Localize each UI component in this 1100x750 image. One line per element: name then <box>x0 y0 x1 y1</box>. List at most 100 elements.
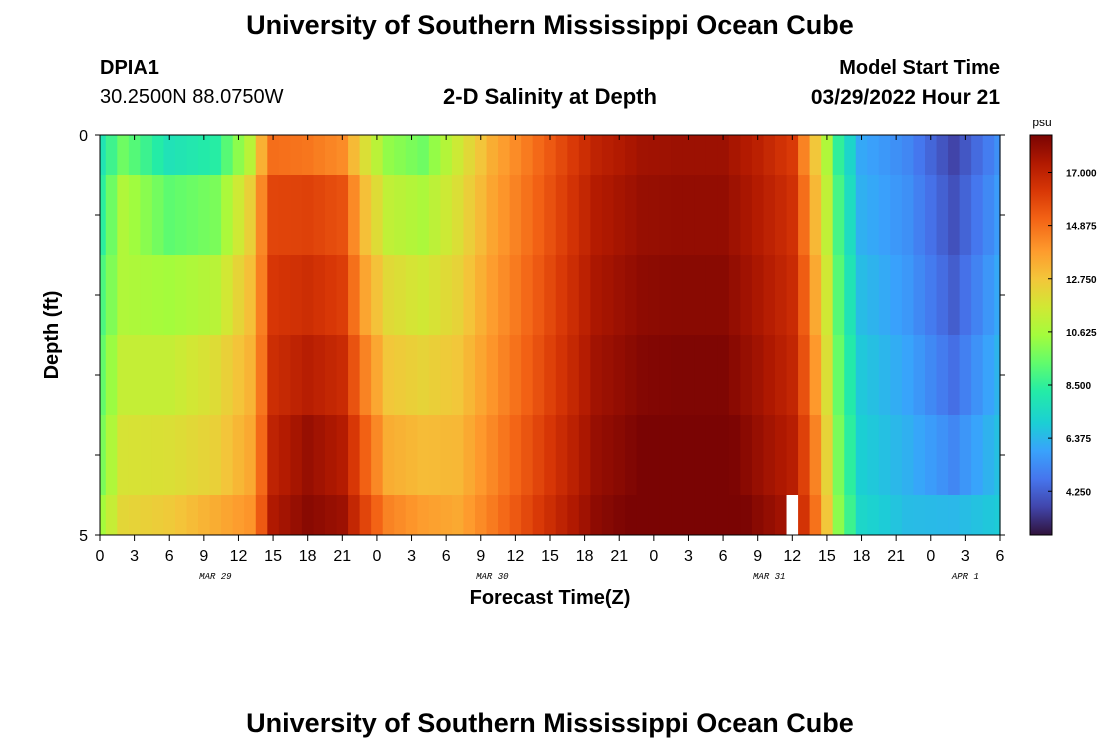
heatmap-cell <box>705 255 718 336</box>
heatmap-cell <box>578 335 591 416</box>
heatmap-cell <box>982 255 995 336</box>
heatmap-cell <box>855 175 868 256</box>
heatmap-cell <box>394 495 407 536</box>
heatmap-cell <box>578 175 591 256</box>
heatmap-cell <box>613 335 626 416</box>
heatmap-cell <box>244 415 257 496</box>
heatmap-cell <box>521 415 534 496</box>
heatmap-cell <box>601 255 615 336</box>
heatmap-cell <box>451 175 465 256</box>
heatmap-cell <box>567 495 580 536</box>
heatmap-cell <box>982 135 995 176</box>
heatmap-cell <box>936 335 949 416</box>
heatmap-cell <box>140 135 153 176</box>
heatmap-cell <box>867 335 880 416</box>
heatmap-cell <box>198 255 211 336</box>
heatmap-cell <box>705 335 718 416</box>
heatmap-cell <box>682 495 695 536</box>
heatmap-cell <box>428 335 441 416</box>
x-tick-label: 3 <box>684 548 693 565</box>
heatmap-cell <box>751 415 765 496</box>
heatmap-cell <box>232 335 245 416</box>
heatmap-cell <box>498 415 511 496</box>
heatmap-cell <box>428 255 441 336</box>
heatmap-cell <box>267 495 280 536</box>
heatmap-cell <box>405 495 418 536</box>
heatmap-cell <box>786 495 799 536</box>
heatmap-cell <box>371 255 384 336</box>
heatmap-cell <box>151 135 165 176</box>
heatmap-cell <box>301 495 315 536</box>
heatmap-cell <box>163 415 176 496</box>
heatmap-cell <box>417 135 430 176</box>
heatmap-cell <box>751 495 765 536</box>
colorbar-tick-label: 10.625 <box>1066 328 1097 339</box>
heatmap-cell <box>336 175 349 256</box>
heatmap-cell <box>440 415 453 496</box>
heatmap-cell <box>648 495 661 536</box>
heatmap-cell <box>601 335 615 416</box>
heatmap-cell <box>798 495 811 536</box>
heatmap-cell <box>798 335 811 416</box>
heatmap-cell <box>336 495 349 536</box>
heatmap-cell <box>590 135 603 176</box>
colorbar-bar <box>1029 134 1053 536</box>
heatmap-cell <box>901 495 915 536</box>
heatmap-cell <box>867 415 880 496</box>
heatmap-cell <box>348 495 361 536</box>
heatmap-cell <box>809 255 822 336</box>
heatmap-cell <box>936 255 949 336</box>
x-tick-label: 0 <box>372 548 381 565</box>
x-tick-label: 18 <box>853 548 871 565</box>
heatmap-cell <box>994 495 1001 536</box>
heatmap-cell <box>382 255 395 336</box>
heatmap-cell <box>417 255 430 336</box>
salinity-heatmap-chart: 0 3 6 9 12 15 18 21 0 3 6 9 12 15 18 21 0 3 6 9 12 15 18 21 0 3 6 M… <box>41 120 1097 609</box>
x-date-label: MAR 30 <box>476 572 509 582</box>
heatmap-cell <box>451 255 465 336</box>
heatmap-cell <box>417 175 430 256</box>
x-date-label: MAR 29 <box>199 572 232 582</box>
heatmap-cell <box>601 175 615 256</box>
heatmap-cell <box>325 255 338 336</box>
model-start-label: Model Start Time <box>839 57 1000 79</box>
heatmap-cell <box>867 255 880 336</box>
heatmap-cell <box>959 415 972 496</box>
heatmap-cell <box>728 135 741 176</box>
heatmap-cell <box>671 175 684 256</box>
heatmap-cell <box>925 175 938 256</box>
heatmap-cell <box>867 495 880 536</box>
heatmap-cell <box>844 495 857 536</box>
heatmap-cell <box>844 335 857 416</box>
heatmap-cell <box>740 415 753 496</box>
heatmap-cell <box>451 135 465 176</box>
heatmap-cell <box>659 415 672 496</box>
heatmap-cell <box>728 255 741 336</box>
heatmap-cell <box>105 495 118 536</box>
heatmap-cell <box>428 415 441 496</box>
heatmap-cell <box>544 495 557 536</box>
heatmap-cell <box>659 335 672 416</box>
heatmap-cell <box>809 135 822 176</box>
heatmap-cell <box>198 335 211 416</box>
heatmap-cell <box>394 175 407 256</box>
footer-title: University of Southern Mississippi Ocean… <box>246 708 854 738</box>
heatmap-cell <box>613 135 626 176</box>
heatmap-cell <box>855 335 868 416</box>
heatmap-cell <box>786 255 799 336</box>
heatmap-cell <box>348 335 361 416</box>
heatmap-cell <box>659 255 672 336</box>
heatmap-cell <box>221 255 234 336</box>
heatmap-cell <box>371 495 384 536</box>
heatmap-cell <box>486 135 499 176</box>
heatmap-cell <box>313 135 326 176</box>
heatmap-cell <box>278 175 291 256</box>
x-tick-label: 6 <box>719 548 728 565</box>
heatmap-cell <box>913 495 926 536</box>
x-tick-label: 0 <box>649 548 658 565</box>
heatmap-cell <box>544 255 557 336</box>
heatmap-cell <box>290 175 303 256</box>
heatmap-cell <box>244 495 257 536</box>
heatmap-cell <box>705 495 718 536</box>
y-axis-label: Depth (ft) <box>41 291 63 380</box>
